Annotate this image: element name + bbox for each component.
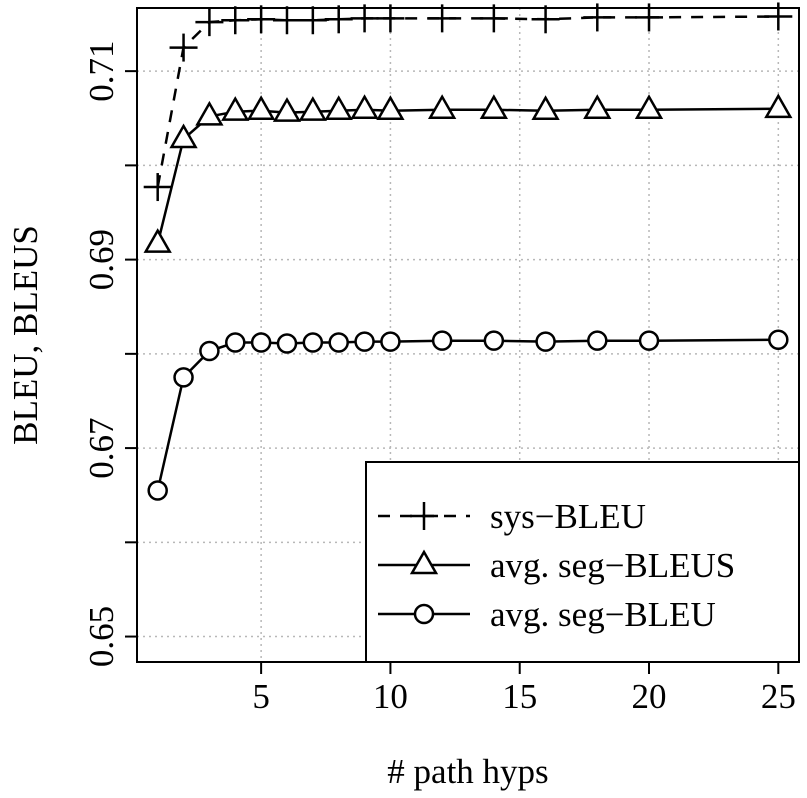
legend-label: avg. seg−BLEU	[490, 595, 716, 634]
circle-marker	[199, 340, 220, 362]
circle-marker	[225, 332, 246, 353]
x-tick-label: 20	[632, 677, 667, 716]
circle-marker	[587, 330, 608, 351]
triangle-marker	[298, 96, 327, 121]
circle-marker	[328, 332, 349, 353]
triangle-marker	[195, 100, 224, 126]
triangle-marker	[764, 93, 793, 119]
plus-marker	[531, 5, 560, 34]
plus-marker	[221, 6, 250, 35]
plus-marker	[143, 173, 172, 202]
legend-label: avg. seg−BLEUS	[490, 546, 735, 585]
circle-marker	[483, 330, 505, 351]
triangle-marker	[479, 94, 509, 120]
plus-marker	[324, 5, 353, 34]
triangle-marker	[409, 549, 439, 575]
plus-marker	[169, 33, 198, 62]
plus-marker	[376, 4, 405, 33]
x-tick-label: 25	[761, 677, 796, 716]
circle-marker	[147, 480, 168, 501]
circle-marker	[173, 367, 194, 388]
circle-marker	[768, 329, 789, 350]
y-tick-label: 0.71	[82, 41, 121, 102]
plus-marker	[195, 8, 224, 37]
series-group	[143, 2, 793, 501]
series-2	[147, 329, 789, 501]
triangle-marker	[583, 94, 612, 120]
triangle-marker	[169, 123, 198, 149]
y-tick-label: 0.69	[82, 229, 121, 290]
circle-marker	[354, 331, 375, 352]
x-tick-label: 10	[373, 677, 408, 716]
series-line	[156, 107, 779, 244]
triangle-marker	[376, 95, 405, 120]
plus-marker	[479, 4, 508, 33]
x-tick-label: 15	[502, 677, 537, 716]
series-0	[143, 2, 793, 202]
circle-marker	[276, 333, 298, 354]
plus-marker	[410, 502, 438, 530]
triangle-marker	[221, 96, 250, 121]
triangle-marker	[634, 94, 664, 120]
y-axis-title: BLEU, BLEUS	[6, 225, 45, 445]
plus-marker	[350, 4, 379, 33]
plus-marker	[298, 6, 327, 35]
circle-marker	[380, 331, 401, 352]
series-line	[156, 338, 779, 491]
plus-marker	[247, 5, 276, 34]
plus-marker	[272, 6, 301, 35]
triangle-marker	[143, 228, 172, 253]
plus-marker	[428, 4, 457, 33]
legend-label: sys−BLEU	[490, 497, 646, 536]
plus-marker	[764, 2, 793, 31]
y-tick-label: 0.65	[82, 606, 121, 667]
legend-box	[365, 461, 800, 663]
axes: 5 10 15 20 25 0.65 0.67 0.69 0.71	[82, 41, 796, 716]
triangle-marker	[350, 94, 379, 120]
series-line	[156, 15, 779, 188]
circle-marker	[431, 330, 453, 351]
circle-marker	[250, 332, 272, 353]
circle-marker	[413, 603, 435, 625]
x-tick-label: 5	[252, 677, 270, 716]
series-1	[143, 93, 793, 253]
triangle-marker	[246, 95, 276, 120]
triangle-marker	[531, 95, 560, 120]
triangle-marker	[324, 95, 353, 120]
legend: sys−BLEU avg. seg−BLEUS avg. seg−BLEU	[365, 461, 800, 663]
circle-marker	[535, 331, 556, 352]
circle-marker	[638, 330, 660, 351]
y-tick-label: 0.67	[82, 417, 121, 478]
circle-marker	[302, 332, 324, 353]
x-axis-title: # path hyps	[387, 752, 548, 791]
triangle-marker	[272, 97, 302, 122]
triangle-marker	[427, 94, 457, 120]
